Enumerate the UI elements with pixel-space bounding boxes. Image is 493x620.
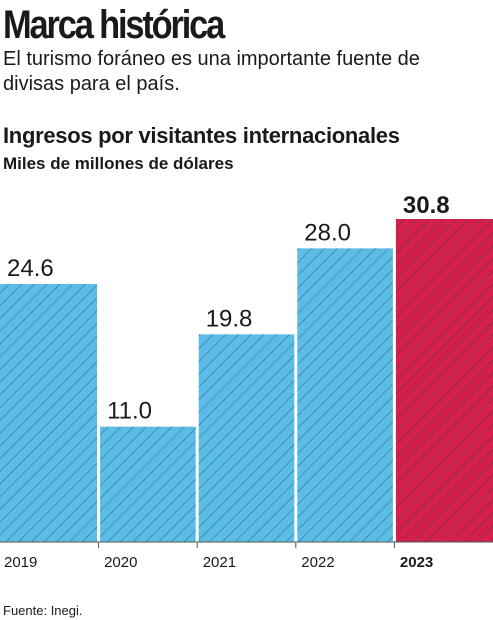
page-title: Marca histórica [3,3,225,47]
x-tick-label-2022: 2022 [301,554,334,571]
source-note: Fuente: Inegi. [3,603,83,618]
bar-hatch-2022 [297,248,393,542]
bar-hatch-2021 [198,334,295,542]
value-label-2019: 24.6 [7,255,54,282]
value-label-2023: 30.8 [403,192,450,219]
x-tick-label-2020: 2020 [104,554,137,571]
x-tick-label-2019: 2019 [4,554,37,571]
x-tick-label-2023: 2023 [400,554,433,571]
value-label-2021: 19.8 [206,305,253,332]
bar-hatch-2019 [0,284,98,542]
chart-subtitle: Miles de millones de dólares [3,154,234,173]
value-label-2020: 11.0 [107,398,152,425]
bar-hatch-2023 [395,219,493,542]
page-subtitle: El turismo foráneo es una importante fue… [3,48,420,95]
chart-title: Ingresos por visitantes internacionales [3,123,400,148]
bar-hatch-2020 [100,426,196,542]
value-label-2022: 28.0 [304,219,351,246]
x-tick-label-2021: 2021 [203,554,236,571]
